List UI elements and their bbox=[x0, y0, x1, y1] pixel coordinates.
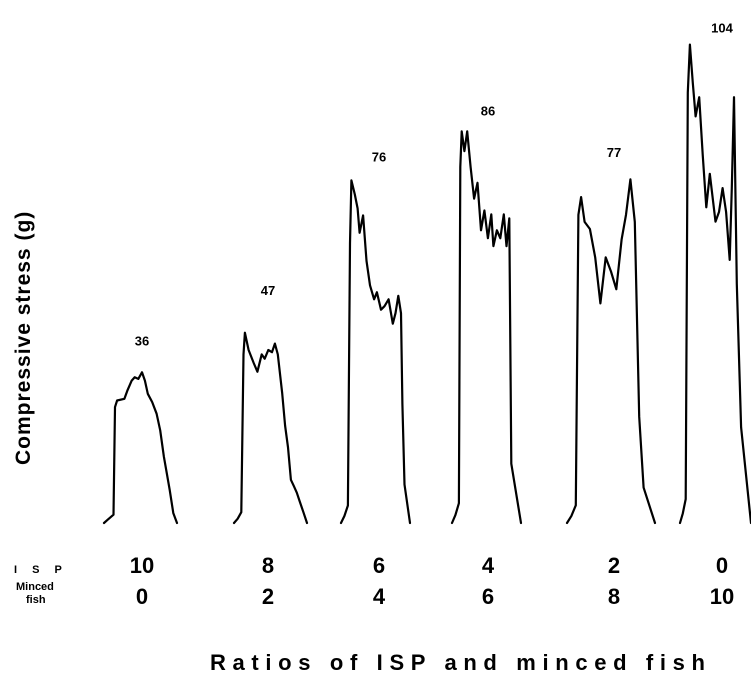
y-axis-label: Compressive stress (g) bbox=[12, 211, 35, 465]
trace-2 bbox=[232, 331, 309, 525]
ratio-isp-3: 6 bbox=[373, 553, 385, 578]
traces-group bbox=[102, 43, 751, 525]
peak-label-6: 104 bbox=[711, 21, 733, 36]
ratio-isp-6: 0 bbox=[716, 553, 728, 578]
trace-1 bbox=[102, 371, 179, 525]
row-label-minced: Minced bbox=[16, 581, 54, 593]
row-label-fish: fish bbox=[26, 594, 46, 606]
ratio-labels-group: 10 0 8 2 6 4 4 6 2 8 0 10 bbox=[130, 553, 734, 609]
peak-labels-group: 36 47 76 86 77 104 bbox=[135, 21, 734, 349]
ratio-minced-fish-5: 8 bbox=[608, 584, 620, 609]
ratio-minced-fish-2: 2 bbox=[262, 584, 274, 609]
ratio-minced-fish-4: 6 bbox=[482, 584, 494, 609]
row-label-isp: I S P bbox=[14, 564, 68, 576]
ratio-isp-4: 4 bbox=[482, 553, 495, 578]
ratio-minced-fish-6: 10 bbox=[710, 584, 734, 609]
trace-5 bbox=[565, 178, 657, 525]
peak-label-3: 76 bbox=[372, 149, 386, 164]
peak-label-2: 47 bbox=[261, 283, 275, 298]
x-axis-label: Ratios of ISP and minced fish bbox=[210, 650, 706, 675]
trace-3 bbox=[339, 179, 412, 525]
ratio-isp-2: 8 bbox=[262, 553, 274, 578]
trace-4 bbox=[450, 130, 523, 525]
peak-label-4: 86 bbox=[481, 103, 495, 118]
peak-label-5: 77 bbox=[607, 145, 621, 160]
trace-6 bbox=[678, 43, 751, 525]
ratio-minced-fish-3: 4 bbox=[373, 584, 386, 609]
ratio-minced-fish-1: 0 bbox=[136, 584, 148, 609]
peak-label-1: 36 bbox=[135, 333, 149, 348]
ratio-isp-5: 2 bbox=[608, 553, 620, 578]
ratio-isp-1: 10 bbox=[130, 553, 154, 578]
